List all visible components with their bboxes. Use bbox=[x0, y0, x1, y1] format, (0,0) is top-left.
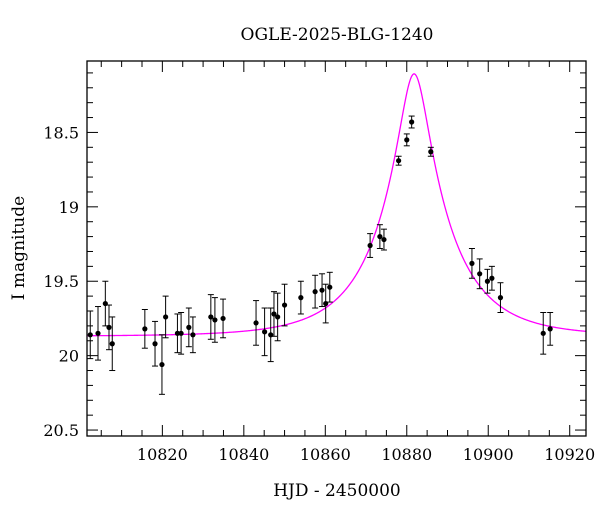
data-point bbox=[312, 274, 319, 309]
data-point bbox=[189, 316, 196, 354]
data-point bbox=[152, 320, 159, 367]
data-point bbox=[211, 297, 218, 343]
data-point-marker bbox=[381, 236, 387, 243]
data-point-marker bbox=[109, 341, 115, 347]
data-point bbox=[476, 258, 483, 290]
data-point bbox=[185, 307, 192, 348]
data-point-marker bbox=[469, 260, 475, 266]
y-axis-label: I magnitude bbox=[9, 196, 29, 300]
data-point-marker bbox=[208, 314, 214, 320]
model-curve bbox=[87, 73, 586, 337]
data-point bbox=[488, 265, 495, 291]
data-point bbox=[427, 146, 434, 157]
data-point-marker bbox=[281, 302, 288, 308]
data-point bbox=[497, 282, 504, 313]
data-point-marker bbox=[367, 242, 373, 249]
data-point bbox=[87, 310, 94, 360]
x-tick-label: 10840 bbox=[218, 445, 269, 464]
data-point bbox=[270, 291, 277, 337]
data-point bbox=[540, 311, 547, 355]
data-point-marker bbox=[497, 295, 504, 301]
data-point-marker bbox=[298, 295, 304, 301]
data-point bbox=[174, 313, 181, 354]
data-point-marker bbox=[186, 324, 192, 330]
y-tick-label: 20.5 bbox=[43, 421, 79, 440]
data-point-marker bbox=[253, 320, 259, 326]
y-tick-label: 19 bbox=[59, 198, 79, 217]
chart-title: OGLE-2025-BLG-1240 bbox=[241, 25, 434, 45]
data-point bbox=[319, 273, 326, 308]
data-point bbox=[408, 115, 415, 129]
data-point bbox=[484, 268, 491, 294]
data-point bbox=[547, 311, 554, 346]
y-tick-label: 20 bbox=[59, 347, 79, 366]
data-point-marker bbox=[547, 326, 553, 332]
data-point bbox=[403, 133, 410, 147]
data-point-marker bbox=[178, 330, 184, 336]
data-point-marker bbox=[312, 289, 318, 295]
data-points-layer bbox=[87, 115, 554, 395]
data-point-marker bbox=[396, 158, 402, 164]
data-point bbox=[261, 307, 268, 357]
data-point-marker bbox=[262, 329, 268, 335]
data-point bbox=[326, 271, 333, 303]
data-point-marker bbox=[95, 330, 101, 336]
data-point-marker bbox=[319, 287, 325, 293]
data-point-marker bbox=[271, 311, 277, 317]
data-point-marker bbox=[409, 119, 415, 125]
x-axis-label: HJD - 2450000 bbox=[273, 481, 401, 501]
data-point-marker bbox=[190, 332, 196, 338]
x-tick-label: 10920 bbox=[544, 445, 595, 464]
x-tick-label: 10860 bbox=[300, 445, 351, 464]
y-axis: 18.5 19 19.5 20 20.5 bbox=[43, 72, 586, 440]
x-axis: 10820 10840 10860 10880 10900 10920 bbox=[100, 61, 595, 464]
data-point-marker bbox=[404, 137, 410, 143]
plot-frame bbox=[86, 60, 587, 437]
data-point-marker bbox=[159, 361, 165, 368]
data-point bbox=[207, 294, 214, 340]
data-point-marker bbox=[87, 332, 93, 338]
data-point-marker bbox=[152, 341, 158, 347]
x-tick-label: 10900 bbox=[463, 445, 514, 464]
data-point-marker bbox=[212, 317, 218, 323]
x-tick-label: 10880 bbox=[381, 445, 432, 464]
data-point bbox=[274, 292, 281, 342]
data-point-marker bbox=[484, 278, 491, 284]
data-point-marker bbox=[377, 233, 383, 240]
data-point-marker bbox=[142, 326, 148, 332]
data-point-marker bbox=[428, 149, 434, 155]
data-point bbox=[367, 233, 374, 258]
data-point bbox=[105, 304, 112, 351]
data-point bbox=[468, 248, 475, 279]
data-point bbox=[220, 298, 227, 339]
y-tick-label: 19.5 bbox=[43, 272, 79, 291]
data-point-marker bbox=[163, 314, 169, 320]
x-tick-label: 10820 bbox=[137, 445, 188, 464]
data-point bbox=[102, 280, 109, 327]
data-point-marker bbox=[275, 314, 281, 320]
data-point-marker bbox=[489, 275, 495, 281]
data-point bbox=[94, 306, 101, 361]
data-point-marker bbox=[477, 271, 483, 277]
data-point bbox=[297, 280, 304, 315]
model-curve-layer bbox=[87, 73, 586, 337]
data-point bbox=[141, 309, 148, 349]
data-point bbox=[253, 300, 260, 346]
data-point-marker bbox=[540, 330, 546, 336]
data-point bbox=[162, 295, 169, 339]
data-point-marker bbox=[174, 330, 181, 336]
data-point bbox=[178, 311, 185, 355]
data-point bbox=[395, 155, 402, 166]
data-point-marker bbox=[220, 315, 226, 322]
data-point bbox=[281, 283, 288, 327]
y-tick-label: 18.5 bbox=[43, 123, 79, 142]
data-point bbox=[109, 316, 116, 372]
data-point bbox=[380, 228, 387, 251]
data-point bbox=[376, 224, 383, 249]
data-point bbox=[158, 334, 165, 395]
data-point-marker bbox=[327, 284, 333, 290]
data-point-marker bbox=[106, 324, 112, 330]
